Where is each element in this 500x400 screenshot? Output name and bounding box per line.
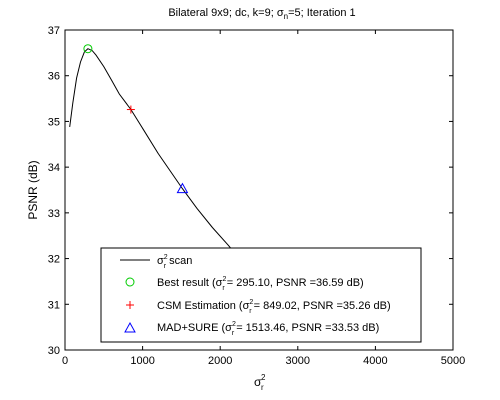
legend-entry-scan: σ2 r scan [157,254,192,270]
legend-csm-post: = 849.02, PSNR =35.26 dB) [254,300,391,312]
series-line-scan [69,48,237,255]
legend-scan-sub: r [164,263,167,270]
legend-best-marker [125,277,135,287]
y-tick-label-3: 33 [48,208,60,220]
series-layer [69,44,237,255]
legend-csm-marker [126,301,134,309]
legend-best-sup: 2 [222,276,226,283]
y-axis-label: PSNR (dB) [26,160,40,219]
y-axis: 30 31 32 33 34 35 36 37 [48,25,453,357]
x-tick-label-3: 3000 [286,355,310,367]
legend-best-pre: Best result (σ [157,277,223,289]
x-axis-label-sup: 2 [261,373,266,382]
title-part-1: Bilateral 9x9; dc, k=9; σ [168,7,284,19]
title-subscript: n [284,12,288,21]
legend-entry-best: Best result (σ2 r = 295.10, PSNR =36.59 dB… [157,276,364,292]
title-part-2: =5; Iteration 1 [288,7,356,19]
y-tick-label-1: 31 [48,299,60,311]
data-point-best [83,44,93,54]
legend-best-sub: r [222,285,225,292]
x-tick-label-4: 4000 [363,355,387,367]
y-tick-label-4: 34 [48,162,60,174]
data-point-csm [126,105,135,114]
legend-mad-sup: 2 [232,321,236,328]
x-axis: 0 1000 2000 3000 4000 5000 [62,30,465,367]
legend-best-post: = 295.10, PSNR =36.59 dB) [227,277,364,289]
legend-entry-csm: CSM Estimation (σ2 r = 849.02, PSNR =35.26… [157,299,391,315]
x-axis-label: σ 2 r [254,373,266,392]
x-tick-label-5: 5000 [441,355,465,367]
y-tick-label-2: 32 [48,254,60,266]
legend-mad-marker [124,321,136,333]
x-axis-label-base: σ [254,375,262,389]
legend-mad-pre: MAD+SURE (σ [157,322,232,334]
y-tick-label-0: 30 [48,345,60,357]
y-tick-label-7: 37 [48,25,60,37]
legend-csm-sup: 2 [249,299,253,306]
legend-csm-pre: CSM Estimation (σ [157,300,250,312]
legend-scan-sup: 2 [164,254,168,261]
legend-entry-mad: MAD+SURE (σ2 r = 1513.46, PSNR =33.53 dB) [157,321,379,337]
legend-mad-post: = 1513.46, PSNR =33.53 dB) [236,322,379,334]
legend-box [100,247,422,343]
x-tick-label-0: 0 [62,355,68,367]
data-point-mad-sure [176,182,189,194]
legend-scan-text: scan [166,255,192,267]
x-axis-label-sub: r [261,383,264,392]
x-tick-label-2: 2000 [208,355,232,367]
y-tick-label-6: 36 [48,71,60,83]
legend-mad-sub: r [232,330,235,337]
legend: σ2 r scan Best result (σ2 r = 295.10, PSNR … [100,247,422,343]
legend-scan-sigma: σ [157,255,164,267]
y-tick-label-5: 35 [48,116,60,128]
legend-csm-sub: r [249,308,252,315]
x-tick-label-1: 1000 [130,355,154,367]
chart-title: Bilateral 9x9; dc, k=9; σn=5; Iteration … [168,7,355,21]
